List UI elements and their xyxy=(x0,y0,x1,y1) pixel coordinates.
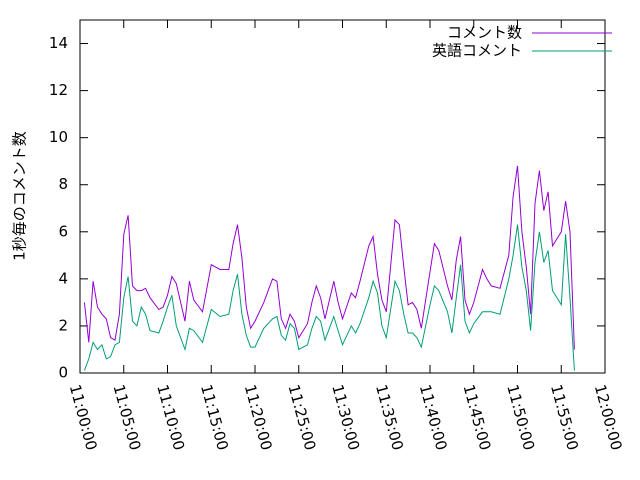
x-tick-label: 11:10:00 xyxy=(153,383,188,453)
x-tick-label: 11:00:00 xyxy=(66,383,101,453)
x-tick-label: 11:05:00 xyxy=(110,383,145,453)
y-tick-label: 4 xyxy=(58,269,68,287)
series-line xyxy=(83,224,575,371)
y-tick-label: 0 xyxy=(58,364,68,382)
series-line xyxy=(83,165,575,350)
x-tick-label: 11:35:00 xyxy=(372,383,407,453)
y-tick-label: 14 xyxy=(49,34,68,52)
x-tick-label: 11:45:00 xyxy=(460,383,495,453)
y-tick-label: 12 xyxy=(49,81,68,99)
x-tick-label: 11:55:00 xyxy=(547,383,582,453)
y-axis-label: 1秒毎のコメント数 xyxy=(11,131,29,261)
x-tick-label: 11:50:00 xyxy=(503,383,538,453)
y-tick-label: 2 xyxy=(58,316,68,334)
y-tick-label: 10 xyxy=(49,128,68,146)
y-tick-label: 8 xyxy=(58,175,68,193)
x-tick-label: 11:30:00 xyxy=(328,383,363,453)
x-tick-label: 11:20:00 xyxy=(241,383,276,453)
x-tick-label: 11:15:00 xyxy=(197,383,232,453)
x-tick-label: 11:25:00 xyxy=(285,383,320,453)
x-tick-label: 12:00:00 xyxy=(591,383,626,453)
y-tick-label: 6 xyxy=(58,222,68,240)
x-tick-label: 11:40:00 xyxy=(416,383,451,453)
legend-label: コメント数 xyxy=(447,24,522,42)
legend-label: 英語コメント xyxy=(432,42,522,60)
